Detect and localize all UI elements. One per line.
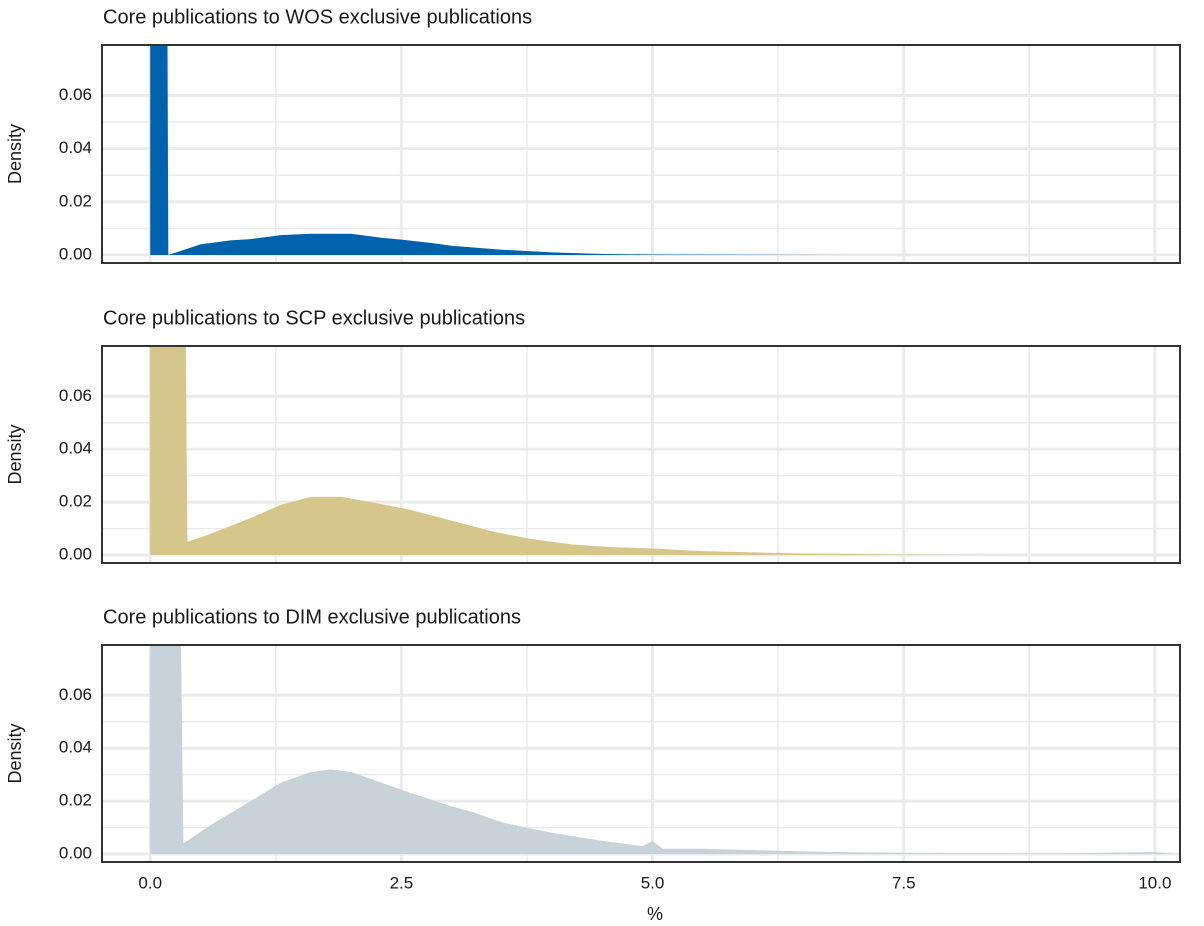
y-axis-label: Density [5,124,25,184]
y-tick-label: 0.06 [59,386,92,405]
y-tick-label: 0.02 [59,791,92,810]
y-axis-label: Density [5,424,25,484]
y-tick-label: 0.00 [59,545,92,564]
panel-border [101,345,1181,564]
x-axis-label: % [647,904,663,924]
plot-area [150,645,1175,855]
density-area [150,645,1175,855]
panel-border [101,644,1181,863]
y-tick-label: 0.02 [59,492,92,511]
x-tick-label: 0.0 [138,873,162,892]
y-tick-label: 0.04 [59,439,92,458]
y-tick-label: 0.00 [59,245,92,264]
x-tick-label: 2.5 [390,873,414,892]
y-tick-label: 0.06 [59,685,92,704]
y-tick-label: 0.00 [59,844,92,863]
x-tick-label: 7.5 [892,873,916,892]
y-tick-label: 0.02 [59,191,92,210]
density-area [150,346,1175,556]
y-tick-label: 0.06 [59,85,92,104]
y-tick-label: 0.04 [59,138,92,157]
x-tick-label: 10.0 [1138,873,1171,892]
y-axis-label: Density [5,723,25,783]
y-tick-label: 0.04 [59,738,92,757]
plot-area [150,346,1175,556]
panel-title: Core publications to SCP exclusive publi… [103,307,525,329]
panel-border [101,44,1181,264]
panel-title: Core publications to DIM exclusive publi… [103,606,521,628]
x-tick-label: 5.0 [641,873,665,892]
panel-title: Core publications to WOS exclusive publi… [103,6,532,28]
